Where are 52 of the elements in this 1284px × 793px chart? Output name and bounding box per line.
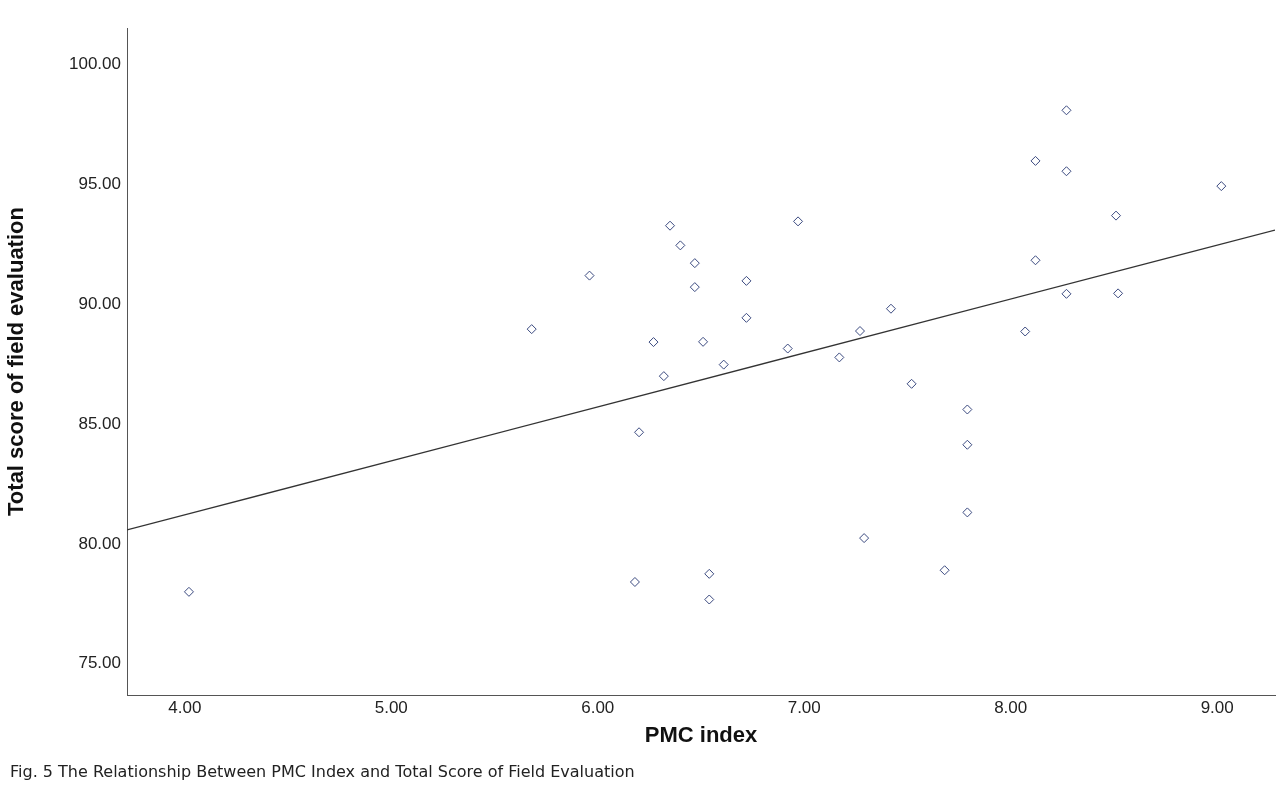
point	[782, 343, 793, 354]
point	[854, 326, 865, 337]
point	[1061, 105, 1072, 116]
caption: Fig. 5 The Relationship Between PMC Index and Total Score of Field Evaluation	[10, 762, 635, 781]
point	[859, 533, 870, 544]
point	[741, 312, 752, 323]
point	[183, 586, 194, 597]
point	[526, 324, 537, 335]
x-axis-title: PMC index	[644, 721, 758, 747]
point	[1113, 288, 1124, 299]
point	[648, 337, 659, 348]
point	[1030, 155, 1041, 166]
point	[1061, 166, 1072, 177]
point	[885, 303, 896, 314]
point	[718, 359, 729, 370]
point	[629, 576, 640, 587]
y-tick-label: 95.00	[78, 173, 121, 193]
point	[634, 427, 645, 438]
point	[834, 352, 845, 363]
y-tick-label: 100.00	[69, 53, 121, 73]
point	[1061, 288, 1072, 299]
point	[962, 439, 973, 450]
x-tick-label: 9.00	[1200, 697, 1234, 717]
y-tick-label: 85.00	[78, 413, 121, 433]
y-axis-title: Total score of field evaluation	[3, 207, 29, 516]
y-tick-label: 90.00	[78, 293, 121, 313]
y-tick-label: 80.00	[78, 533, 121, 553]
y-tick-label: 75.00	[78, 653, 121, 673]
point	[704, 568, 715, 579]
x-tick-label: 5.00	[374, 697, 408, 717]
point	[689, 282, 700, 293]
point	[962, 404, 973, 415]
point	[906, 378, 917, 389]
x-tick-label: 6.00	[581, 697, 615, 717]
x-tick-label: 7.00	[787, 697, 821, 717]
point	[793, 216, 804, 227]
point	[1020, 326, 1031, 337]
point	[584, 270, 595, 281]
point	[698, 336, 709, 347]
point	[939, 565, 950, 576]
point	[1216, 181, 1227, 192]
point	[962, 507, 973, 518]
point	[675, 240, 686, 251]
point	[741, 275, 752, 286]
point	[665, 220, 676, 231]
x-tick-label: 8.00	[994, 697, 1028, 717]
point	[1030, 255, 1041, 266]
point	[689, 258, 700, 269]
x-tick-label: 4.00	[168, 697, 202, 717]
point	[704, 594, 715, 605]
point	[1111, 210, 1122, 221]
point	[658, 371, 669, 382]
